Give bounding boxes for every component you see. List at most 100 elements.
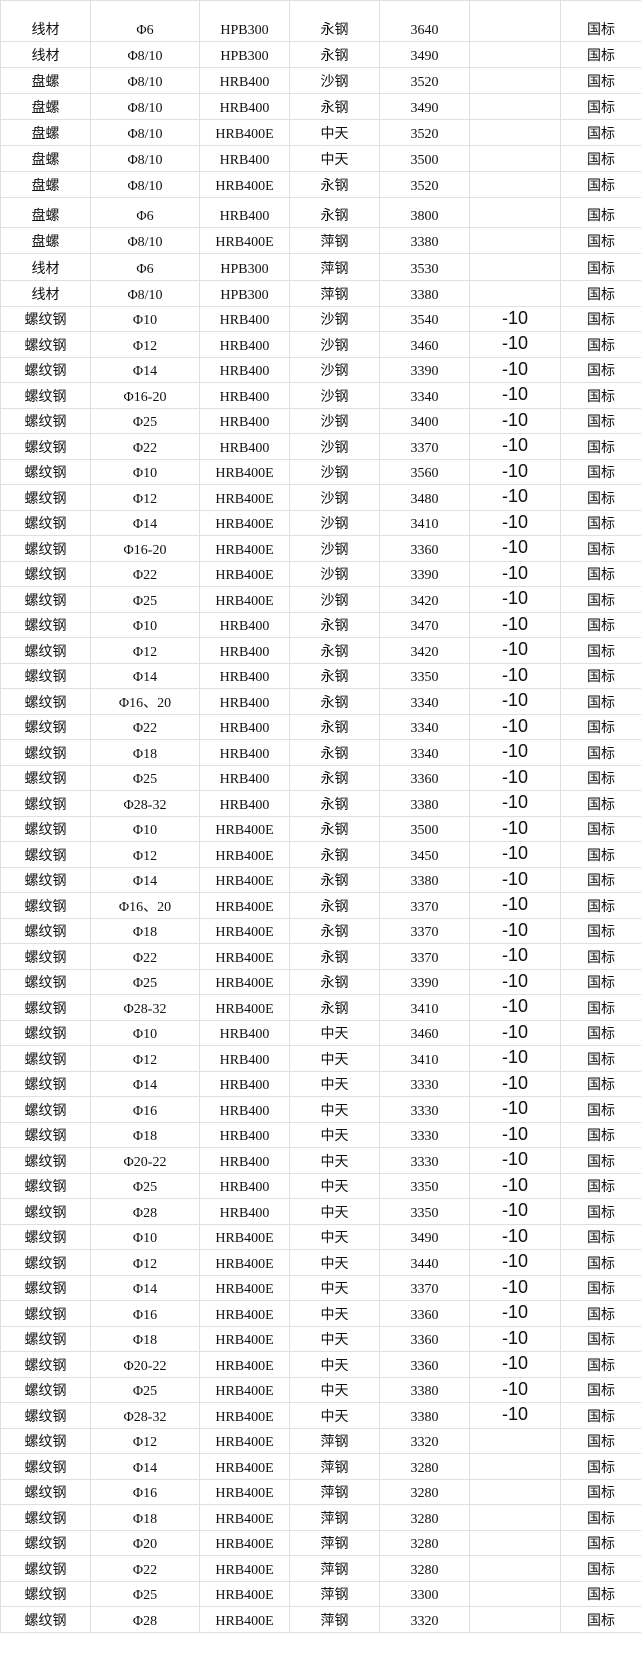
mill-cell: 沙钢	[289, 484, 380, 511]
product-cell: 螺纹钢	[0, 509, 91, 537]
product-cell: 螺纹钢	[0, 1529, 91, 1557]
spec-cell: Φ12	[90, 1427, 200, 1455]
table-row: 螺纹钢 Φ22 HRB400E 萍钢 3280 国标	[0, 1555, 641, 1582]
product-cell: 线材	[0, 41, 91, 68]
mill-cell: 永钢	[289, 841, 380, 868]
mill-cell: 萍钢	[289, 1478, 380, 1506]
price-cell: 3370	[379, 892, 470, 919]
mill-cell: 永钢	[289, 866, 380, 894]
price-cell: 3340	[379, 739, 470, 766]
grade-cell: HRB400E	[199, 892, 290, 919]
spec-cell: Φ8/10	[90, 226, 200, 255]
spec-cell: Φ22	[90, 1555, 200, 1582]
spec-cell: Φ10	[90, 611, 200, 639]
price-cell: 3320	[379, 1606, 470, 1633]
adjustment-cell: -10	[469, 484, 561, 511]
product-cell: 螺纹钢	[0, 1045, 91, 1072]
product-cell: 螺纹钢	[0, 1198, 91, 1225]
table-row: 螺纹钢 Φ10 HRB400E 永钢 3500 -10 国标	[0, 815, 641, 843]
grade-cell: HRB400	[199, 93, 290, 120]
table-row: 螺纹钢 Φ12 HRB400 沙钢 3460 -10 国标	[0, 331, 641, 358]
mill-cell: 永钢	[289, 637, 380, 664]
mill-cell: 沙钢	[289, 331, 380, 358]
adjustment-cell	[469, 197, 561, 228]
spec-cell: Φ25	[90, 407, 200, 435]
grade-cell: HRB400	[199, 1096, 290, 1123]
grade-cell: HRB400E	[199, 943, 290, 970]
spec-cell: Φ14	[90, 1274, 200, 1302]
price-cell: 3300	[379, 1580, 470, 1608]
price-cell: 3370	[379, 943, 470, 970]
spec-cell: Φ16	[90, 1096, 200, 1123]
product-cell: 螺纹钢	[0, 356, 91, 384]
mill-cell: 萍钢	[289, 1555, 380, 1582]
standard-cell: 国标	[560, 1580, 641, 1608]
price-cell: 3380	[379, 866, 470, 894]
mill-cell: 沙钢	[289, 67, 380, 94]
table-row: 螺纹钢 Φ18 HRB400E 萍钢 3280 国标	[0, 1504, 641, 1531]
grade-cell: HRB400	[199, 305, 290, 333]
table-row: 螺纹钢 Φ28 HRB400E 萍钢 3320 国标	[0, 1606, 641, 1633]
mill-cell: 永钢	[289, 739, 380, 766]
mill-cell: 永钢	[289, 917, 380, 945]
grade-cell: HRB400E	[199, 1529, 290, 1557]
product-cell: 线材	[0, 253, 91, 281]
spec-cell: Φ22	[90, 560, 200, 588]
standard-cell: 国标	[560, 1223, 641, 1251]
adjustment-cell: -10	[469, 1070, 561, 1098]
mill-cell: 永钢	[289, 93, 380, 120]
mill-cell: 沙钢	[289, 458, 380, 486]
price-cell: 3320	[379, 1427, 470, 1455]
table-row: 螺纹钢 Φ14 HRB400E 沙钢 3410 -10 国标	[0, 509, 641, 537]
adjustment-cell: -10	[469, 560, 561, 588]
mill-cell: 永钢	[289, 764, 380, 792]
standard-cell: 国标	[560, 253, 641, 281]
price-cell: 3530	[379, 253, 470, 281]
standard-cell: 国标	[560, 764, 641, 792]
mill-cell: 中天	[289, 1402, 380, 1429]
standard-cell: 国标	[560, 197, 641, 228]
price-cell: 3450	[379, 841, 470, 868]
grade-cell: HRB400E	[199, 560, 290, 588]
adjustment-cell: -10	[469, 1274, 561, 1302]
price-cell: 3340	[379, 382, 470, 409]
product-cell: 盘螺	[0, 171, 91, 198]
spec-cell: Φ12	[90, 331, 200, 358]
adjustment-cell: -10	[469, 662, 561, 690]
adjustment-cell: -10	[469, 331, 561, 358]
adjustment-cell: -10	[469, 994, 561, 1021]
standard-cell: 国标	[560, 305, 641, 333]
price-cell: 3520	[379, 67, 470, 94]
spec-cell: Φ22	[90, 433, 200, 460]
standard-cell: 国标	[560, 1070, 641, 1098]
spec-cell: Φ16	[90, 1300, 200, 1327]
product-cell: 螺纹钢	[0, 305, 91, 333]
product-cell: 螺纹钢	[0, 1402, 91, 1429]
mill-cell: 中天	[289, 1045, 380, 1072]
spec-cell: Φ14	[90, 1453, 200, 1480]
table-row: 盘螺 Φ8/10 HRB400 沙钢 3520 国标	[0, 67, 641, 94]
product-cell: 螺纹钢	[0, 331, 91, 358]
grade-cell: HRB400	[199, 433, 290, 460]
adjustment-cell: -10	[469, 611, 561, 639]
standard-cell: 国标	[560, 458, 641, 486]
grade-cell: HRB400E	[199, 841, 290, 868]
price-cell: 3340	[379, 713, 470, 741]
standard-cell: 国标	[560, 892, 641, 919]
mill-cell: 永钢	[289, 892, 380, 919]
grade-cell: HRB400E	[199, 968, 290, 996]
product-cell: 螺纹钢	[0, 458, 91, 486]
product-cell: 螺纹钢	[0, 1427, 91, 1455]
adjustment-cell: -10	[469, 1300, 561, 1327]
price-cell: 3360	[379, 535, 470, 562]
standard-cell: 国标	[560, 560, 641, 588]
grade-cell: HRB400	[199, 1121, 290, 1149]
table-row: 螺纹钢 Φ10 HRB400E 中天 3490 -10 国标	[0, 1223, 641, 1251]
table-row: 线材 Φ8/10 HPB300 永钢 3490 国标	[0, 41, 641, 68]
standard-cell: 国标	[560, 535, 641, 562]
product-cell: 螺纹钢	[0, 1555, 91, 1582]
spec-cell: Φ28	[90, 1198, 200, 1225]
price-cell: 3280	[379, 1478, 470, 1506]
standard-cell: 国标	[560, 171, 641, 198]
spec-cell: Φ8/10	[90, 93, 200, 120]
